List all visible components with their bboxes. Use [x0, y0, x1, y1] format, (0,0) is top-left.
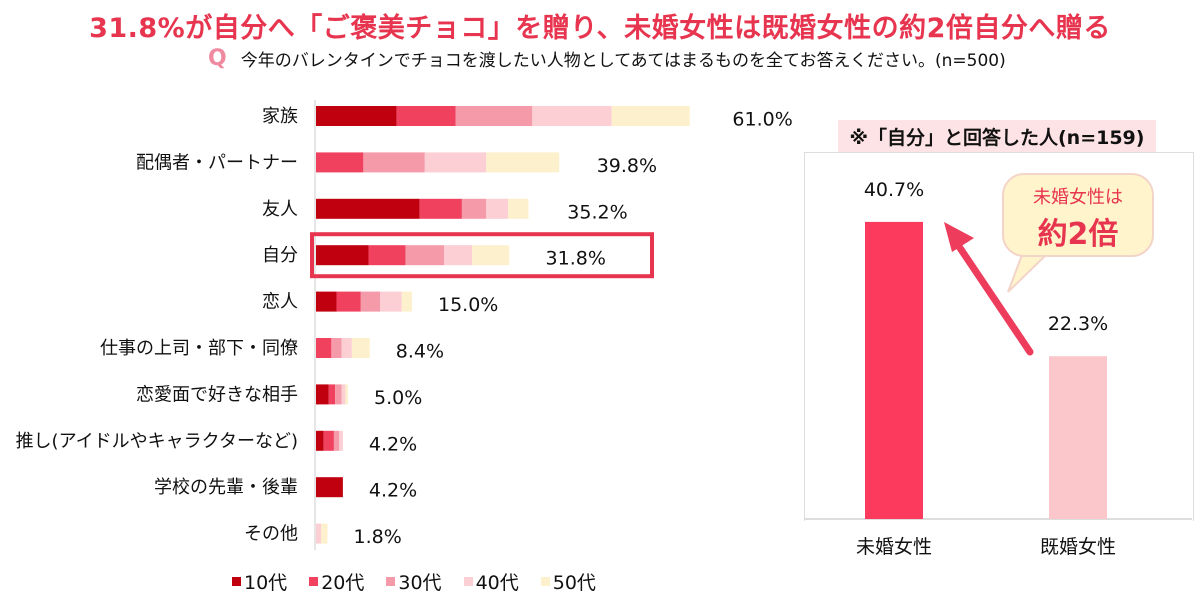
bar-segment — [472, 245, 510, 266]
legend-label: 50代 — [552, 572, 596, 594]
legend-swatch — [540, 577, 550, 586]
legend-swatch — [309, 577, 319, 586]
legend-swatch — [386, 577, 396, 586]
category-label: 家族 — [262, 106, 298, 127]
legend-swatch — [232, 577, 241, 586]
value-label: 61.0% — [732, 109, 792, 131]
bar-segment — [323, 430, 334, 451]
value-label: 1.8% — [354, 526, 402, 548]
category-label: 推し(アイドルやキャラクターなど) — [16, 431, 298, 452]
bar-segment — [360, 291, 380, 312]
legend-label: 40代 — [475, 572, 519, 594]
bar-segment — [316, 384, 329, 405]
bar-segment — [486, 152, 560, 173]
bar-segment — [328, 384, 336, 405]
chart-title: 31.8%が自分へ「ご褒美チョコ」を贈り、未婚女性は既婚女性の約2倍自分へ贈る — [89, 13, 1111, 44]
bar-segment — [444, 245, 473, 266]
bar-segment — [316, 245, 369, 266]
bar-segment — [532, 106, 612, 126]
chart-legend: 10代 20代 30代 40代 50代 — [232, 568, 596, 595]
question-line: Q 今年のバレンタインでチョコを渡したい人物としてあてはまるものを全てお答えくだ… — [208, 46, 1006, 71]
legend-swatch — [463, 577, 473, 586]
comparison-value-label: 22.3% — [1048, 313, 1108, 335]
highlight-box — [310, 232, 654, 279]
category-label: 仕事の上司・部下・同僚 — [100, 338, 298, 359]
value-label: 39.8% — [597, 155, 657, 177]
bar-segment — [316, 152, 364, 173]
value-label: 35.2% — [567, 201, 627, 223]
bar-segment — [316, 430, 324, 451]
bar-segment — [396, 106, 456, 126]
value-label: 8.4% — [396, 341, 444, 363]
legend-item: 30代 — [386, 568, 442, 595]
question-mark: Q — [208, 46, 227, 71]
value-label: 5.0% — [374, 387, 422, 409]
bar-segment — [363, 152, 425, 173]
bar-segment — [331, 338, 342, 358]
bar-segment — [486, 198, 508, 219]
bar-segment — [333, 430, 340, 451]
bar-segment — [316, 338, 332, 358]
bar-segment — [405, 245, 444, 266]
category-label: 友人 — [262, 199, 298, 220]
bar-segment — [316, 106, 397, 126]
bar-segment — [339, 430, 343, 451]
comparison-arrow-shaft — [954, 241, 1034, 356]
bar-segment — [336, 291, 361, 312]
bar-segment — [341, 338, 352, 358]
bar-segment — [321, 523, 328, 544]
category-label: 自分 — [262, 245, 298, 266]
value-label: 31.8% — [546, 248, 606, 270]
category-label: 恋愛面で好きな相手 — [136, 383, 298, 405]
comparison-panel-title: ※「自分」と回答した人(n=159) — [838, 120, 1156, 152]
bar-segment — [611, 106, 690, 126]
category-label: その他 — [244, 524, 298, 545]
comparison-bar — [1049, 356, 1107, 519]
bar-segment — [508, 198, 529, 219]
bar-segment — [351, 338, 370, 358]
value-label: 4.2% — [369, 480, 417, 502]
legend-label: 10代 — [244, 572, 288, 594]
comparison-category-label: 既婚女性 — [1040, 536, 1116, 558]
legend-item: 20代 — [309, 568, 364, 595]
bar-segment — [316, 198, 420, 219]
legend-item: 40代 — [463, 568, 519, 595]
value-label: 15.0% — [438, 294, 498, 316]
bar-segment — [424, 152, 487, 173]
bar-segment — [316, 477, 343, 498]
bar-segment — [341, 384, 346, 405]
callout-line1: 未婚女性は — [1033, 187, 1123, 208]
bar-segment — [345, 384, 348, 405]
legend-item: 10代 — [232, 568, 287, 595]
comparison-value-label: 40.7% — [864, 179, 924, 201]
category-label: 学校の先輩・後輩 — [154, 477, 298, 498]
bar-segment — [368, 245, 406, 266]
legend-label: 30代 — [398, 572, 442, 594]
category-label: 恋人 — [262, 291, 298, 313]
bar-segment — [419, 198, 462, 219]
callout-bubble: 未婚女性は 約2倍 — [1002, 173, 1154, 257]
bar-segment — [316, 291, 337, 312]
comparison-panel-frame — [804, 152, 1194, 521]
value-label: 4.2% — [369, 433, 417, 455]
bar-segment — [401, 291, 412, 312]
question-text: 今年のバレンタインでチョコを渡したい人物としてあてはまるものを全てお答えください… — [240, 51, 1006, 71]
bar-segment — [380, 291, 402, 312]
category-label: 配偶者・パートナー — [136, 152, 298, 173]
callout-line2: 約2倍 — [1037, 217, 1119, 252]
comparison-bar — [865, 221, 923, 519]
bar-segment — [461, 198, 487, 219]
comparison-arrow-head — [944, 222, 974, 252]
comparison-category-label: 未婚女性 — [856, 536, 932, 558]
bar-segment — [455, 106, 533, 126]
legend-item: 50代 — [540, 568, 596, 595]
bar-segment — [335, 384, 342, 405]
bar-segment — [316, 523, 322, 544]
legend-label: 20代 — [321, 572, 365, 594]
